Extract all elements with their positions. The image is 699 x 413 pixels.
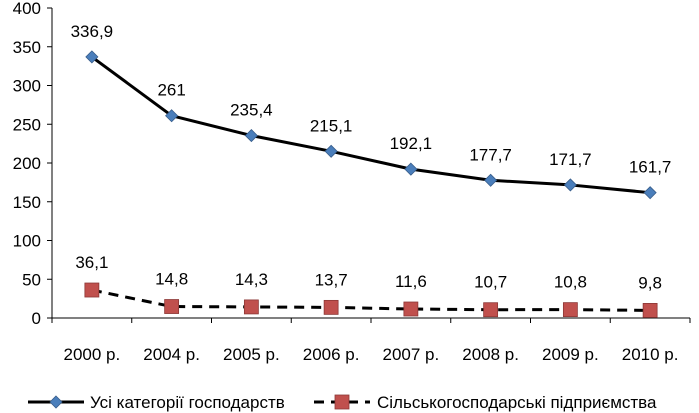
data-point (404, 162, 418, 176)
data-point (562, 302, 578, 318)
data-point (483, 302, 499, 318)
y-tick-label: 0 (32, 309, 41, 328)
data-point (403, 301, 419, 317)
legend: Усі категорії господарств Сільськогоспода… (28, 393, 657, 412)
x-tick-label: 2004 р. (143, 345, 200, 364)
legend-marker (49, 395, 63, 409)
data-point (243, 299, 259, 315)
data-point (165, 109, 179, 123)
x-tick-label: 2009 р. (542, 345, 599, 364)
data-label: 14,8 (155, 270, 188, 289)
x-tick-label: 2000 р. (64, 345, 121, 364)
x-tick-label: 2007 р. (383, 345, 440, 364)
data-label: 161,7 (629, 158, 672, 177)
data-label: 11,6 (395, 272, 427, 291)
x-tick-label: 2008 р. (462, 345, 519, 364)
data-point (85, 50, 99, 64)
data-label: 177,7 (469, 145, 512, 164)
x-tick-label: 2005 р. (223, 345, 280, 364)
data-label: 10,8 (554, 273, 587, 292)
data-labels: 336,9 261 235,4 215,1 192,1 177,7 171,7 161,7 36… (71, 22, 672, 293)
y-tick-label: 100 (13, 232, 41, 251)
legend-label: Усі категорії господарств (90, 393, 285, 412)
data-point (642, 303, 658, 318)
legend-marker (334, 394, 350, 410)
data-label: 10,7 (474, 273, 507, 292)
data-point (323, 299, 339, 315)
data-point (164, 299, 180, 314)
y-tick-label: 350 (13, 38, 41, 57)
y-tick-label: 300 (13, 77, 41, 96)
data-point (244, 128, 258, 143)
y-tick-label: 150 (13, 193, 41, 212)
y-tick-label: 400 (13, 0, 41, 18)
chart-axes: 0 50 100 150 200 250 300 350 400 2000 р. 2004 р. 20… (13, 0, 691, 364)
y-tick-label: 200 (13, 154, 41, 173)
data-point (643, 186, 657, 200)
series-lines (90, 55, 652, 312)
series-line-0 (90, 55, 652, 195)
data-point (324, 144, 338, 158)
data-label: 261 (157, 81, 185, 100)
data-label: 215,1 (310, 116, 353, 135)
series-markers (84, 50, 658, 318)
data-label: 14,3 (235, 270, 268, 289)
data-label: 13,7 (315, 270, 348, 289)
series-line-1 (91, 288, 651, 312)
y-tick-label: 50 (22, 270, 41, 289)
data-point (484, 173, 498, 187)
data-point (84, 282, 100, 298)
data-label: 235,4 (230, 101, 273, 120)
x-tick-label: 2010 р. (622, 345, 679, 364)
data-label: 36,1 (75, 253, 108, 272)
x-tick-label: 2006 р. (303, 345, 360, 364)
data-label: 171,7 (549, 150, 592, 169)
data-label: 192,1 (390, 134, 433, 153)
legend-label: Сільськогосподарські підприємства (377, 393, 657, 412)
data-label: 336,9 (71, 22, 114, 41)
data-label: 9,8 (638, 273, 662, 292)
data-point (563, 178, 577, 192)
y-tick-label: 250 (13, 115, 41, 134)
